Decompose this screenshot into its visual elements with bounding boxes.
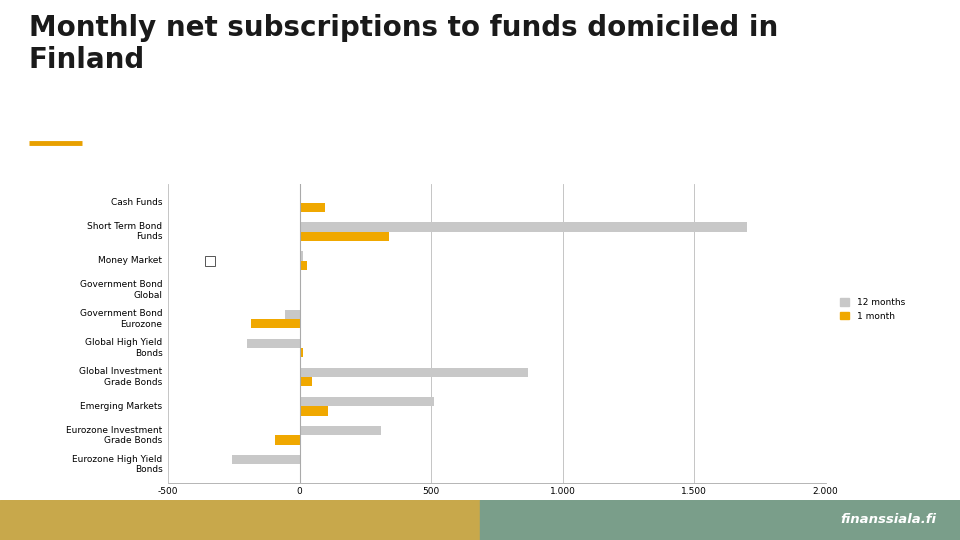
Bar	[0, 500, 480, 540]
Bar	[300, 202, 324, 212]
Bar	[300, 426, 381, 435]
Text: finanssiala.fi: finanssiala.fi	[840, 513, 936, 526]
Bar	[251, 319, 300, 328]
Bar	[275, 435, 300, 444]
Text: € million: € million	[789, 504, 826, 514]
Bar	[232, 455, 300, 464]
Bar	[300, 252, 302, 261]
Bar	[300, 348, 302, 357]
Bar	[300, 368, 528, 377]
Bar	[300, 397, 434, 406]
Bar	[480, 500, 960, 540]
Text: Monthly net subscriptions to funds domiciled in
Finland: Monthly net subscriptions to funds domic…	[29, 14, 778, 74]
Bar	[300, 377, 312, 387]
Bar	[247, 339, 300, 348]
Legend: 12 months, 1 month: 12 months, 1 month	[837, 295, 908, 325]
Bar	[300, 406, 328, 415]
Bar	[285, 309, 300, 319]
Bar	[300, 232, 389, 241]
Bar	[300, 261, 307, 270]
Bar	[300, 222, 747, 232]
